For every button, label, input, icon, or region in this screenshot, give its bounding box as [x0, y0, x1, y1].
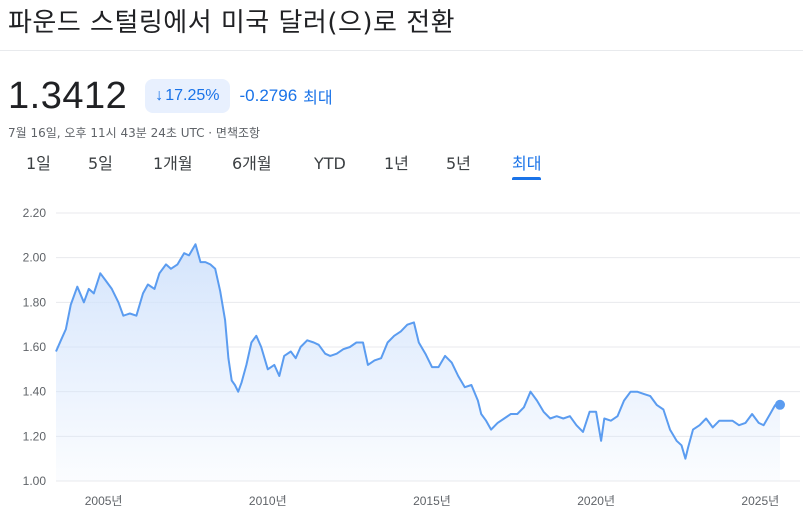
timestamp: 7월 16일, 오후 11시 43분 24초 UTC · 면책조항: [8, 126, 261, 140]
series-line: [55, 243, 781, 460]
tab-max[interactable]: 최대: [512, 150, 542, 182]
header-divider: [0, 50, 803, 51]
tab-1-month[interactable]: 1개월: [153, 154, 193, 173]
chart-area-layer: [55, 243, 785, 481]
change-percent-badge: ↓ 17.25%: [145, 79, 230, 113]
tab-5-year[interactable]: 5년: [446, 154, 471, 173]
exchange-rate-chart: 2.202.001.801.601.401.201.00 2005년 2010년 2…: [23, 206, 800, 508]
price-row: 1.3412 ↓ 17.25% -0.2796 최대: [8, 74, 333, 118]
y-tick-label: 1.80: [23, 295, 47, 309]
time-range-tabs: 1일 5일 1개월 6개월 YTD 1년 5년 최대: [0, 150, 803, 184]
x-axis-labels: 2005년 2010년 2015년 2020년 2025년: [85, 494, 779, 508]
series-area: [56, 244, 780, 481]
y-tick-label: 1.60: [23, 340, 47, 354]
x-tick-label: 2015년: [413, 494, 451, 508]
tab-ytd[interactable]: YTD: [314, 154, 346, 173]
x-tick-label: 2025년: [741, 494, 779, 508]
tab-1-day[interactable]: 1일: [26, 154, 51, 173]
y-tick-label: 2.20: [23, 206, 47, 220]
y-axis-labels: 2.20 2.00 1.80 1.60 1.40 1.20 1.00: [23, 206, 47, 488]
y-tick-label: 2.00: [23, 251, 47, 265]
arrow-down-icon: ↓: [155, 87, 164, 104]
tab-1-year[interactable]: 1년: [384, 154, 409, 173]
x-tick-label: 2005년: [85, 494, 123, 508]
change-absolute: -0.2796: [239, 86, 298, 105]
latest-point-marker: [775, 399, 785, 410]
tab-6-month[interactable]: 6개월: [232, 154, 272, 173]
change-percent: 17.25%: [165, 87, 220, 104]
page-title: 파운드 스털링에서 미국 달러(으)로 전환: [8, 8, 456, 38]
tab-5-day[interactable]: 5일: [88, 154, 113, 173]
y-tick-label: 1.20: [23, 429, 47, 443]
y-tick-label: 1.00: [23, 474, 47, 488]
y-tick-label: 1.40: [23, 385, 47, 399]
x-tick-label: 2020년: [577, 494, 615, 508]
x-tick-label: 2010년: [249, 494, 287, 508]
current-rate: 1.3412: [8, 74, 128, 117]
change-period: 최대: [303, 88, 333, 107]
